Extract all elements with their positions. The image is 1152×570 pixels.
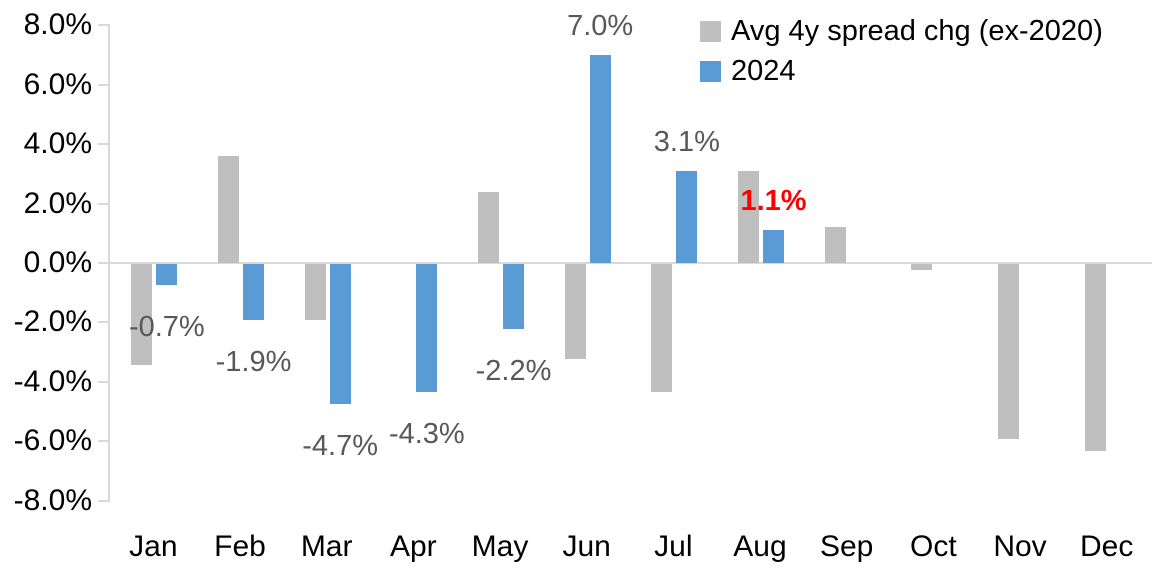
data-label-aug: 1.1% xyxy=(740,185,807,218)
x-tick-label-dec: Dec xyxy=(1079,530,1134,563)
x-tick-label-oct: Oct xyxy=(909,530,957,563)
y-tick-label: 8.0% xyxy=(23,8,92,42)
y-tick-label: 0.0% xyxy=(23,246,92,279)
x-tick-label-nov: Nov xyxy=(993,530,1047,563)
bar-avg-dec xyxy=(1084,264,1106,452)
bar-2024-may xyxy=(503,264,524,330)
bar-avg-jul xyxy=(651,264,673,392)
x-tick-label-feb: Feb xyxy=(214,530,266,563)
data-label-jun: 7.0% xyxy=(567,10,634,43)
data-label-jul: 3.1% xyxy=(653,125,720,158)
y-tick-mark xyxy=(98,499,110,502)
y-tick-mark xyxy=(98,24,110,27)
y-tick-mark xyxy=(98,143,110,146)
bar-avg-feb xyxy=(218,156,239,263)
y-tick-mark xyxy=(98,202,110,205)
y-tick-label: 6.0% xyxy=(23,67,92,101)
data-label-mar: -4.7% xyxy=(302,429,379,462)
bar-2024-jan xyxy=(156,264,178,285)
y-tick-label: 4.0% xyxy=(23,127,92,161)
data-label-feb: -1.9% xyxy=(215,346,292,379)
legend-label-2024: 2024 xyxy=(731,54,796,87)
y-tick-label: -4.0% xyxy=(13,364,92,398)
bar-avg-sep xyxy=(824,227,846,263)
x-tick-label-apr: Apr xyxy=(389,530,437,563)
legend-item-2024: 2024 xyxy=(700,51,1103,91)
bar-avg-jan xyxy=(131,264,153,365)
bar-avg-aug xyxy=(738,170,759,263)
bar-2024-apr xyxy=(416,264,438,392)
x-tick-label-aug: Aug xyxy=(733,530,787,563)
legend-swatch-gray xyxy=(700,20,721,42)
legend-swatch-blue xyxy=(700,60,721,82)
y-tick-mark xyxy=(98,380,110,383)
zero-axis-line xyxy=(110,262,1152,264)
y-axis-line xyxy=(108,25,110,501)
y-tick-mark xyxy=(98,262,110,264)
x-tick-label-sep: Sep xyxy=(819,530,874,563)
data-label-jan: -0.7% xyxy=(128,310,205,343)
x-tick-label-mar: Mar xyxy=(300,530,353,563)
bar-avg-oct xyxy=(911,264,933,270)
bar-2024-mar xyxy=(329,264,351,404)
x-tick-label-jun: Jun xyxy=(562,530,611,563)
bar-avg-may xyxy=(478,191,499,263)
y-tick-label: -8.0% xyxy=(13,483,92,517)
x-tick-label-may: May xyxy=(471,530,529,563)
y-tick-mark xyxy=(98,440,110,443)
y-tick-label: 2.0% xyxy=(23,186,92,220)
data-label-apr: -4.3% xyxy=(388,417,465,450)
y-tick-label: -6.0% xyxy=(13,424,92,458)
bar-2024-aug xyxy=(763,230,784,263)
y-tick-label: -2.0% xyxy=(13,305,92,339)
x-tick-label-jul: Jul xyxy=(654,530,693,563)
legend: Avg 4y spread chg (ex-2020) 2024 xyxy=(700,11,1103,91)
bar-2024-jul xyxy=(676,170,698,263)
y-tick-mark xyxy=(98,321,110,324)
x-tick-label-jan: Jan xyxy=(129,530,178,563)
legend-label-avg-4y-spread: Avg 4y spread chg (ex-2020) xyxy=(731,14,1103,47)
bar-avg-mar xyxy=(304,264,326,321)
legend-item-avg-4y-spread: Avg 4y spread chg (ex-2020) xyxy=(700,11,1103,51)
y-tick-mark xyxy=(98,83,110,86)
bar-2024-jun xyxy=(589,55,611,263)
data-label-may: -2.2% xyxy=(475,355,552,388)
bar-2024-feb xyxy=(243,264,264,321)
bar-avg-nov xyxy=(998,264,1019,440)
bar-avg-jun xyxy=(564,264,586,360)
